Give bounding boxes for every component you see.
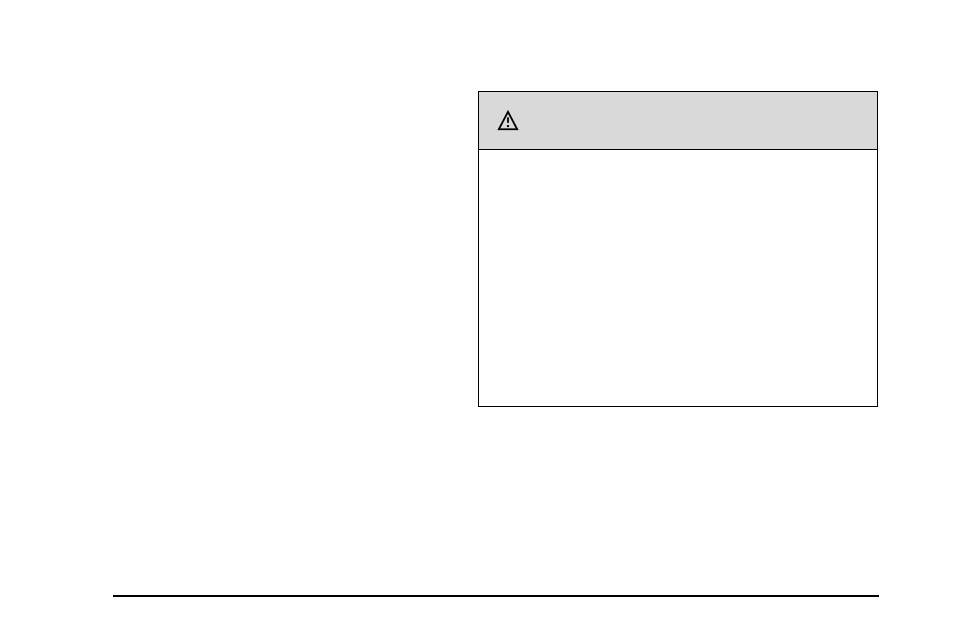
- warning-callout-box: [478, 91, 878, 407]
- warning-triangle-icon: [497, 110, 519, 132]
- manual-page: [0, 0, 954, 636]
- footer-horizontal-rule: [113, 595, 879, 597]
- warning-callout-header: [479, 92, 877, 150]
- warning-triangle-icon-svg: [497, 110, 519, 132]
